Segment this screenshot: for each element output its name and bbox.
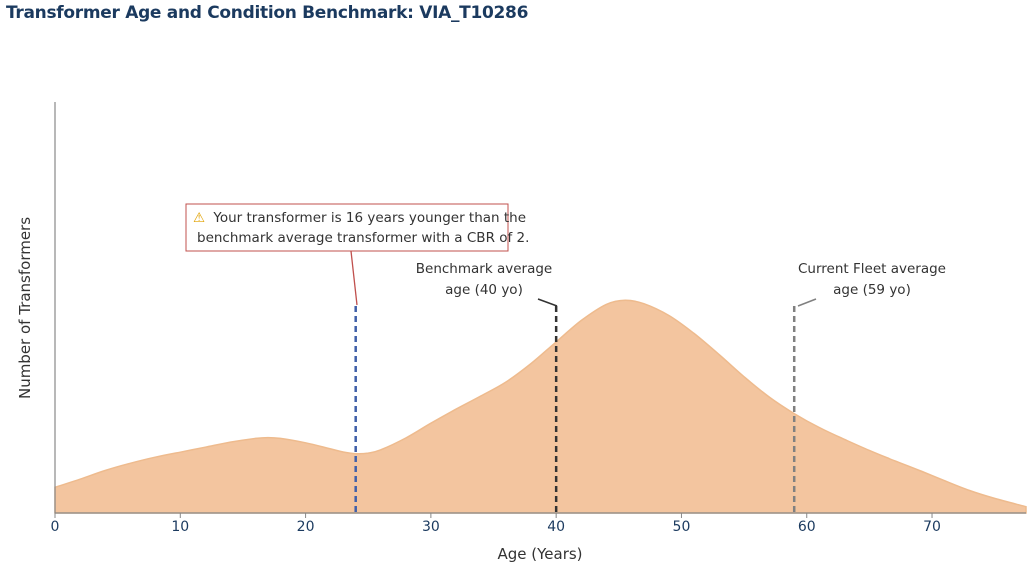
callout-text-2: benchmark average transformer with a CBR… — [197, 230, 529, 246]
callout-box — [185, 203, 509, 252]
x-tick-label: 10 — [171, 519, 189, 535]
benchmark-label-2: age (40 yo) — [445, 282, 523, 298]
x-axis-title: Age (Years) — [497, 545, 582, 563]
x-tick-label: 50 — [673, 519, 691, 535]
callout-line-1: ⚠ Your transformer is 16 years younger t… — [193, 210, 526, 226]
callout-leader-line — [350, 250, 358, 306]
x-tick-label: 0 — [51, 519, 60, 535]
x-tick-label: 40 — [547, 519, 565, 535]
fleet-annotation: Current Fleet average age (59 yo) — [797, 261, 946, 307]
callout-text-1: Your transformer is 16 years younger tha… — [212, 210, 526, 226]
fleet-label-1: Current Fleet average — [798, 261, 946, 277]
age-distribution-area — [54, 299, 1027, 514]
benchmark-leader-line — [537, 298, 558, 307]
y-axis-title: Number of Transformers — [16, 217, 34, 399]
page-title: Transformer Age and Condition Benchmark:… — [6, 3, 529, 23]
warning-icon: ⚠ — [193, 210, 205, 226]
fleet-leader-line — [797, 298, 817, 307]
callout: ⚠ Your transformer is 16 years younger t… — [185, 203, 529, 306]
x-tick-label: 70 — [923, 519, 941, 535]
x-tick-label: 20 — [297, 519, 315, 535]
fleet-label-2: age (59 yo) — [833, 282, 911, 298]
x-tick-label: 60 — [798, 519, 816, 535]
benchmark-label-1: Benchmark average — [416, 261, 552, 277]
x-tick-label: 30 — [422, 519, 440, 535]
benchmark-annotation: Benchmark average age (40 yo) — [416, 261, 558, 307]
